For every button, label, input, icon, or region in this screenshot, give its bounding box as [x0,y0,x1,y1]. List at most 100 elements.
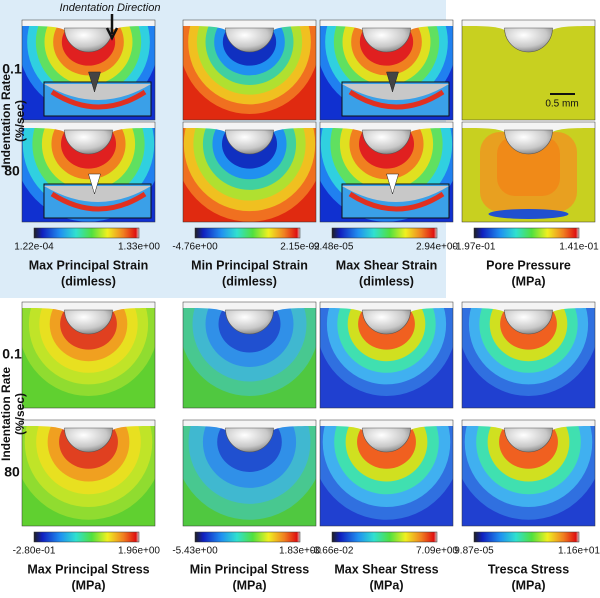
row-label: 0.1 [2,61,22,77]
panel-frame [21,419,156,527]
pore-band [488,209,569,219]
pore-core [497,136,560,196]
colorbar-max: 1.41e-01 [559,242,599,253]
colorbar-max: 7.09e+00 [416,546,458,557]
surface [22,20,155,30]
row-label: 80 [4,464,20,480]
column-unit: (MPa) [232,578,266,592]
panel-frame [461,301,596,409]
contour-panel [22,420,155,526]
colorbar-min: -2.80e-01 [13,546,56,557]
colorbar [33,531,140,543]
panel-frame [21,301,156,409]
inset-strain [348,191,445,212]
contour-panel [320,20,453,120]
colorbar-min: -3.66e-02 [311,546,354,557]
contour-panel [183,122,316,222]
panel-frame [21,121,156,223]
inset-strain [348,89,445,110]
panel-frame [461,19,596,121]
colorbar-max: 1.33e+00 [118,242,160,253]
indenter [504,309,553,335]
column-unit: (dimless) [359,274,414,288]
row-axis-label: (%/sec) [13,393,27,435]
surface [320,302,453,312]
contour-panel [462,302,595,408]
column-unit: (MPa) [369,578,403,592]
colorbar [473,531,580,543]
column-title: Max Shear Strain [336,258,437,272]
indenter [64,427,113,453]
panel-frame [182,19,317,121]
inset-arrow [386,71,399,93]
colorbar-min: -5.43e+00 [172,546,218,557]
row-axis-label: (%/sec) [13,100,27,142]
indenter [225,309,274,335]
colorbar-min: 9.87e-05 [454,546,494,557]
colorbar-max: 2.94e+00 [416,242,458,253]
inset-indenter [44,84,151,100]
surface [22,122,155,132]
panel-frame [319,121,454,223]
inset-arrow [88,173,101,195]
panel-frame [182,121,317,223]
contour-panel [183,420,316,526]
inset-indenter [342,84,449,100]
colorbar-max: 1.83e+00 [279,546,321,557]
indenter [64,309,113,335]
indenter [225,129,274,155]
indenter [362,427,411,453]
surface [183,420,316,430]
column-title: Max Principal Stress [27,562,149,576]
column-unit: (dimless) [222,274,277,288]
surface [22,302,155,312]
surface [462,20,595,30]
column-title: Min Principal Stress [190,562,310,576]
colorbar-max: 1.96e+00 [118,546,160,557]
panel-frame [319,419,454,527]
inset-strain [50,191,147,212]
surface [462,302,595,312]
panel-frame [319,301,454,409]
column-title: Min Principal Strain [191,258,308,272]
contour-panel [462,420,595,526]
inset-strain [50,89,147,110]
contour-panel [462,122,595,222]
surface [462,122,595,132]
colorbar [473,227,580,239]
colorbar [33,227,140,239]
colorbar-min: -4.76e+00 [172,242,218,253]
panel-frame [319,19,454,121]
surface [183,122,316,132]
inset-arrow [386,173,399,195]
column-title: Max Principal Strain [29,258,148,272]
panel-frame [182,419,317,527]
surface [462,420,595,430]
panel-frame [461,419,596,527]
row-label: 0.1 [2,346,22,362]
colorbar-min: -1.97e-01 [453,242,496,253]
indenter [362,129,411,155]
surface [183,20,316,30]
contour-panel [183,302,316,408]
surface [183,302,316,312]
indenter [504,27,553,53]
indenter [504,427,553,453]
scale-bar-label: 0.5 mm [545,99,578,110]
colorbar [194,531,301,543]
colorbar-max: 2.15e-02 [280,242,320,253]
column-title: Pore Pressure [486,258,571,272]
column-unit: (MPa) [511,274,545,288]
row-axis-label: Indentation Rate [0,367,13,461]
row-label: 80 [4,163,20,179]
column-unit: (MPa) [511,578,545,592]
annotation: Indentation Direction [60,2,161,14]
column-title: Tresca Stress [488,562,569,576]
colorbar [331,227,438,239]
direction-arrow [105,14,119,41]
panel-frame [182,301,317,409]
panel-frame [21,19,156,121]
surface [320,420,453,430]
